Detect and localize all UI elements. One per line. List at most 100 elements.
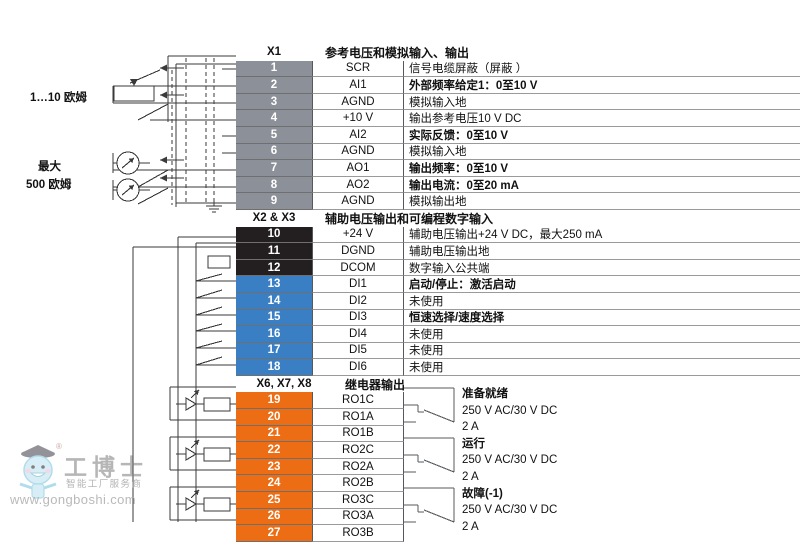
terminal-number[interactable]: 11 — [236, 243, 312, 260]
table-row: 8 AO2 输出电流：0至20 mA — [236, 176, 800, 194]
label-max: 最大 — [38, 161, 61, 173]
table-row: 4 +10 V 输出参考电压10 V DC — [236, 110, 800, 127]
relay-voltage: 250 V AC/30 V DC — [462, 404, 558, 417]
terminal-number[interactable]: 6 — [236, 143, 312, 161]
table-row: 26 RO3A — [236, 508, 800, 526]
table-row: 14 DI2 未使用 — [236, 292, 800, 310]
table-row: 22 RO2C — [236, 442, 800, 459]
terminal-number[interactable]: 17 — [236, 342, 312, 360]
terminal-number[interactable]: 13 — [236, 276, 312, 293]
table-row: 3 AGND 模拟输入地 — [236, 93, 800, 111]
signal-name: AGND — [312, 143, 404, 161]
terminal-number[interactable]: 23 — [236, 458, 312, 476]
table-row: 5 AI2 实际反馈：0至10 V — [236, 126, 800, 144]
signal-description: 输出频率：0至10 V — [404, 160, 800, 177]
section-code: X6, X7, X8 — [256, 378, 312, 391]
terminal-number[interactable]: 8 — [236, 176, 312, 194]
relay-rating-text: 运行 250 V AC/30 V DC 2 A — [462, 436, 702, 486]
terminal-number[interactable]: 18 — [236, 359, 312, 376]
signal-description — [404, 442, 800, 459]
terminal-number[interactable]: 22 — [236, 442, 312, 459]
signal-description — [404, 425, 800, 443]
terminal-number[interactable]: 14 — [236, 292, 312, 310]
terminal-number[interactable]: 20 — [236, 409, 312, 426]
table-row: 2 AI1 外部频率给定1：0至10 V — [236, 77, 800, 94]
relay-contact-icon — [404, 487, 455, 523]
terminal-number[interactable]: 7 — [236, 160, 312, 177]
table-row: 9 AGND 模拟输出地 — [236, 193, 800, 210]
relay-group: 运行 250 V AC/30 V DC 2 A — [404, 436, 800, 486]
signal-name: RO1C — [312, 392, 404, 410]
signal-description: 恒速选择/速度选择 — [404, 309, 800, 327]
relay-output-details: 准备就绪 250 V AC/30 V DC 2 A 运行 250 V — [404, 386, 800, 533]
section-code: X2 & X3 — [252, 212, 296, 225]
signal-name: AGND — [312, 93, 404, 111]
terminal-number[interactable]: 19 — [236, 392, 312, 410]
table-row: 7 AO1 输出频率：0至10 V — [236, 160, 800, 177]
signal-description: 未使用 — [404, 359, 800, 376]
relay-current: 2 A — [462, 421, 479, 434]
signal-name: AGND — [312, 193, 404, 210]
relay-rating-text: 故障(-1) 250 V AC/30 V DC 2 A — [462, 486, 702, 536]
terminal-number[interactable]: 15 — [236, 309, 312, 327]
signal-name: DCOM — [312, 259, 404, 277]
signal-name: AI1 — [312, 77, 404, 94]
table-row: 10 +24 V 辅助电压输出+24 V DC，最大250 mA — [236, 226, 800, 244]
terminal-number[interactable]: 10 — [236, 226, 312, 244]
section-title: 参考电压和模拟输入、输出 — [325, 45, 470, 60]
signal-description: 启动/停止：激活启动 — [404, 276, 800, 293]
section-code: X1 — [266, 46, 282, 59]
table-row: 13 DI1 启动/停止：激活启动 — [236, 276, 800, 293]
signal-description — [404, 392, 800, 410]
terminal-number[interactable]: 25 — [236, 492, 312, 509]
relay-contact-icon — [404, 437, 455, 473]
signal-description: 模拟输入地 — [404, 143, 800, 161]
terminal-number[interactable]: 16 — [236, 326, 312, 343]
signal-name: +24 V — [312, 226, 404, 244]
signal-name: RO2B — [312, 475, 404, 493]
terminal-number[interactable]: 12 — [236, 259, 312, 277]
signal-name: DI3 — [312, 309, 404, 327]
section-header-x2-x3: X2 & X3 辅助电压输出和可编程数字输入 — [236, 209, 800, 227]
table-row: 12 DCOM 数字输入公共端 — [236, 259, 800, 277]
terminal-number[interactable]: 27 — [236, 525, 312, 542]
relay-group: 故障(-1) 250 V AC/30 V DC 2 A — [404, 486, 800, 536]
signal-name: DI4 — [312, 326, 404, 343]
signal-description: 信号电缆屏蔽（屏蔽 ） — [404, 60, 800, 78]
terminal-number[interactable]: 24 — [236, 475, 312, 493]
terminal-number[interactable]: 5 — [236, 126, 312, 144]
relay-current: 2 A — [462, 470, 479, 483]
terminal-number[interactable]: 2 — [236, 77, 312, 94]
signal-name: AO2 — [312, 176, 404, 194]
terminal-number[interactable]: 4 — [236, 110, 312, 127]
label-potentiometer-range: 1…10 欧姆 — [30, 92, 87, 104]
terminal-number[interactable]: 1 — [236, 60, 312, 78]
signal-name: RO2C — [312, 442, 404, 459]
signal-name: RO3A — [312, 508, 404, 526]
table-row: 23 RO2A — [236, 458, 800, 476]
terminal-number[interactable]: 3 — [236, 93, 312, 111]
table-row: 18 DI6 未使用 — [236, 359, 800, 376]
relay-function: 运行 — [462, 437, 485, 450]
signal-name: DI5 — [312, 342, 404, 360]
signal-description: 未使用 — [404, 342, 800, 360]
section-header-x6-x7-x8: X6, X7, X8 继电器输出 — [236, 375, 800, 393]
signal-description: 模拟输入地 — [404, 93, 800, 111]
terminal-number[interactable]: 9 — [236, 193, 312, 210]
signal-description: 辅助电压输出地 — [404, 243, 800, 260]
terminal-number[interactable]: 21 — [236, 425, 312, 443]
section-header-x1: X1 参考电压和模拟输入、输出 — [236, 44, 800, 61]
table-row: 17 DI5 未使用 — [236, 342, 800, 360]
table-row: 19 RO1C — [236, 392, 800, 410]
signal-description — [404, 508, 800, 526]
signal-description: 辅助电压输出+24 V DC，最大250 mA — [404, 226, 800, 244]
signal-description: 数字输入公共端 — [404, 259, 800, 277]
signal-description: 实际反馈：0至10 V — [404, 126, 800, 144]
signal-name: RO3B — [312, 525, 404, 542]
relay-rating-text: 准备就绪 250 V AC/30 V DC 2 A — [462, 386, 702, 436]
signal-name: DI2 — [312, 292, 404, 310]
signal-description: 未使用 — [404, 292, 800, 310]
terminal-number[interactable]: 26 — [236, 508, 312, 526]
signal-name: DGND — [312, 243, 404, 260]
section-title: 辅助电压输出和可编程数字输入 — [325, 211, 494, 226]
